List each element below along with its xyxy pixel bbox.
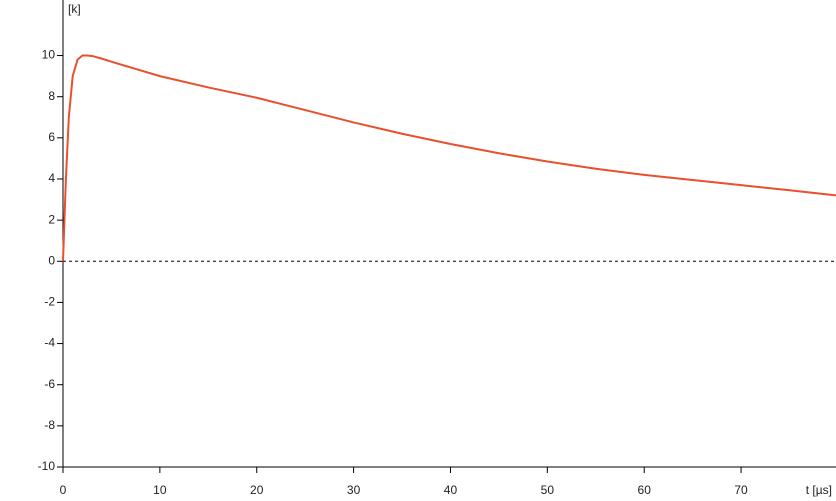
y-tick-label: 6 [48,130,55,144]
y-tick-label: 4 [48,171,55,185]
y-tick-label: -6 [44,377,55,391]
y-tick-label: -10 [38,459,56,473]
x-tick-label: 10 [153,483,167,497]
x-tick-label: 70 [734,483,748,497]
y-tick-label: 10 [42,48,56,62]
y-tick-label: -2 [44,295,55,309]
x-axis-label: t [µs] [806,483,832,497]
x-tick-label: 20 [250,483,264,497]
y-tick-label: 0 [48,253,55,267]
x-tick-label: 30 [347,483,361,497]
y-tick-label: 2 [48,212,55,226]
y-tick-label: 8 [48,89,55,103]
x-tick-label: 60 [638,483,652,497]
x-tick-label: 40 [444,483,458,497]
y-tick-label: -8 [44,418,55,432]
data-line [62,54,836,262]
x-tick-label: 0 [60,483,67,497]
y-tick-label: -4 [44,336,55,350]
x-tick-label: 50 [541,483,555,497]
y-axis-label: [k] [68,2,81,16]
